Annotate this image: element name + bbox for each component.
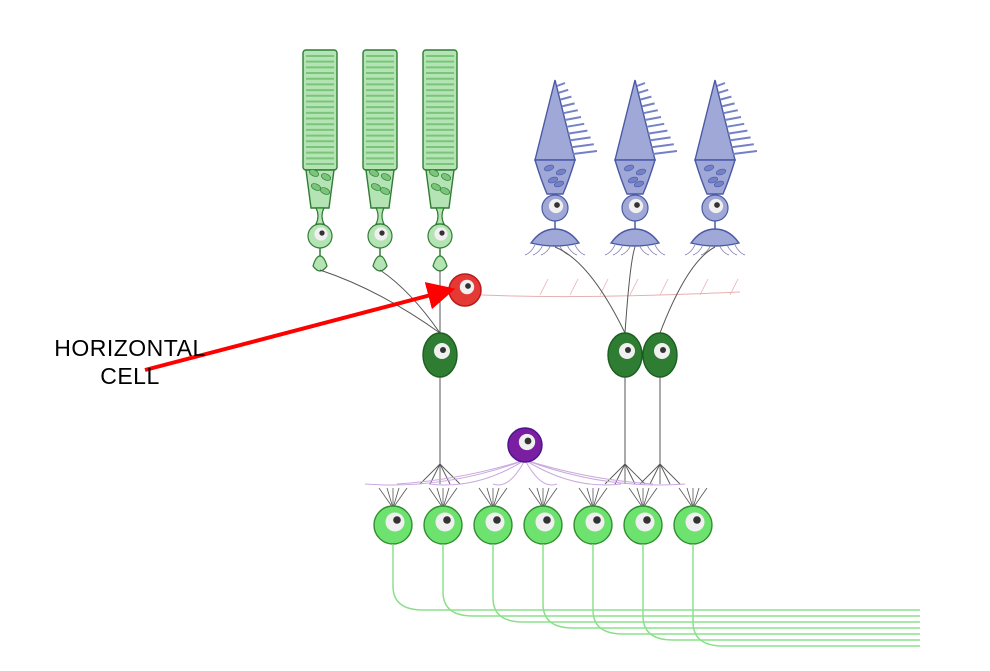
ganglion-cell — [624, 488, 920, 640]
cone-photoreceptor — [605, 80, 677, 255]
svg-text:CELL: CELL — [100, 363, 160, 389]
bipolar-cell — [420, 333, 460, 484]
ganglion-axon — [443, 544, 920, 616]
rod-axon — [320, 270, 440, 333]
svg-text:HORIZONTAL: HORIZONTAL — [54, 335, 206, 361]
ganglion-axon — [393, 544, 920, 610]
ganglion-axon — [693, 544, 920, 646]
horizontal-processes — [465, 279, 740, 297]
cone-axon — [660, 247, 715, 333]
bipolar-cell — [605, 333, 645, 484]
bipolar-cell — [640, 333, 680, 484]
ganglion-axon — [643, 544, 920, 640]
horizontal-cell — [449, 274, 481, 306]
cone-photoreceptor — [685, 80, 757, 255]
ganglion-axon — [593, 544, 920, 634]
cone-photoreceptor — [525, 80, 597, 255]
ganglion-cell — [574, 488, 920, 634]
cone-axon — [625, 247, 635, 333]
cone-axon — [555, 247, 625, 333]
